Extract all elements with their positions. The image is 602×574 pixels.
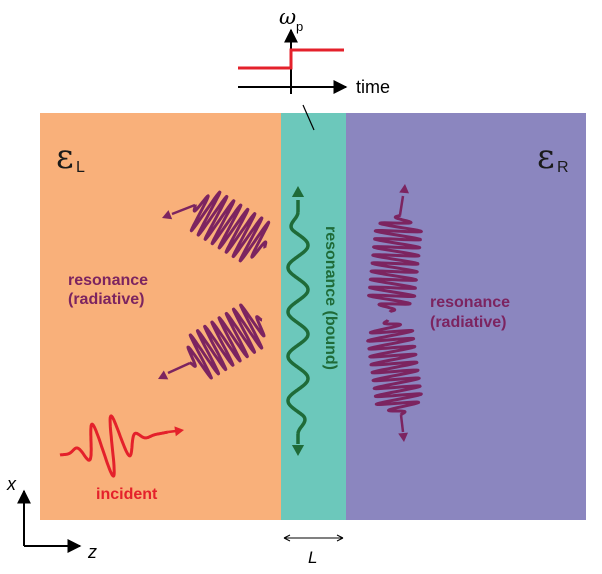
arrow-head (398, 432, 408, 442)
right-lower-radiative-wave-packet (366, 318, 423, 442)
right-upper-radiative-wave-packet (367, 184, 423, 314)
time-label: time (356, 77, 390, 97)
right-medium (346, 113, 586, 520)
z-axis-label: z (87, 542, 97, 562)
arrow-head (399, 184, 409, 194)
slab-pointer-line (302, 104, 315, 131)
slab-width-label: L (308, 548, 317, 567)
wave-line (186, 303, 266, 380)
left-radiative-label-line2: (radiative) (68, 291, 144, 308)
x-axis-label: x (6, 474, 17, 494)
plasma-frequency-step-graph: ω p time (238, 5, 390, 131)
bound-resonance-wave (286, 186, 310, 456)
right-radiative-label-line2: (radiative) (430, 314, 506, 331)
arrow-head (174, 426, 184, 437)
incident-label: incident (96, 486, 158, 503)
right-radiative-label-line1: resonance (430, 294, 510, 311)
left-radiative-label-line1: resonance (68, 272, 148, 289)
left-upper-radiative-wave-packet (162, 190, 271, 263)
wave-line (189, 190, 271, 263)
wave-tail (171, 203, 196, 216)
epsilon-right-symbol: ε (537, 137, 555, 177)
epsilon-left-symbol: ε (56, 137, 74, 177)
wave-line (366, 318, 423, 417)
wave-tail (399, 414, 405, 433)
bound-resonance-label: resonance (bound) (322, 226, 339, 370)
incident-pulse (58, 414, 184, 478)
arrow-head (162, 210, 173, 220)
epsilon-left-subscript: L (76, 159, 85, 176)
wave-line (367, 213, 423, 314)
wave-line (58, 414, 170, 478)
omega-subscript: p (296, 19, 303, 34)
arrow-head (291, 445, 305, 456)
omega-label: ω (279, 5, 296, 29)
coordinate-axes: x z (6, 474, 97, 562)
wave-tail (167, 429, 177, 434)
left-lower-radiative-wave-packet (158, 303, 266, 380)
slab-width-indicator: L (283, 534, 344, 567)
wave-line (286, 211, 310, 435)
epsilon-right-subscript: R (557, 159, 569, 176)
wave-tail (167, 361, 191, 375)
arrow-head (158, 370, 169, 380)
step-function-curve (238, 48, 344, 70)
arrow-head (291, 186, 305, 197)
wave-tail (398, 195, 405, 216)
